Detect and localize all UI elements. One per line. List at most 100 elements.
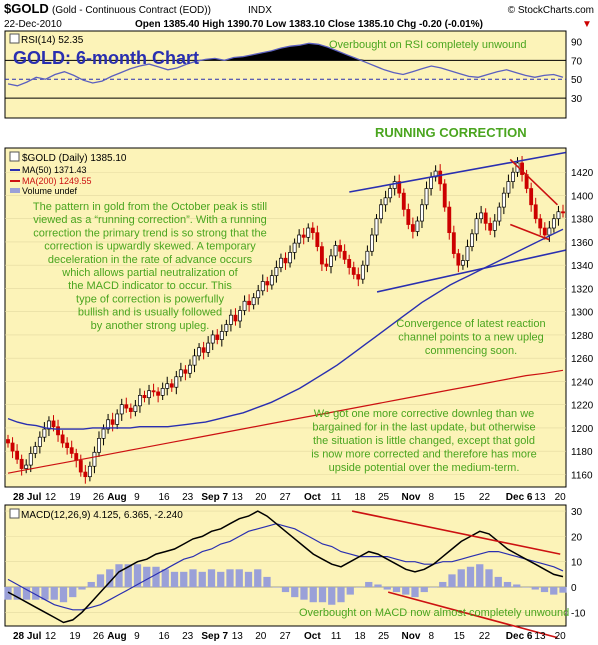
commentary-line: which allows partial neutralization of (61, 267, 238, 279)
price-candle (551, 218, 556, 229)
x-axis-label-bottom: 15 (454, 631, 466, 642)
price-candle (410, 224, 415, 232)
price-legend-gold: $GOLD (Daily) 1385.10 (22, 153, 127, 164)
price-candle (233, 314, 238, 322)
price-legend: $GOLD (Daily) 1385.10 MA(50) 1371.43 MA(… (9, 151, 127, 196)
macd-histogram-bar (124, 564, 132, 588)
macd-histogram-bar (143, 566, 151, 588)
rsi-legend-box[interactable] (9, 33, 20, 44)
price-candle (483, 212, 488, 224)
x-axis-label-top: 20 (255, 492, 267, 503)
macd-histogram-bar (402, 587, 410, 595)
x-axis-label-bottom: 11 (331, 631, 342, 642)
price-candle (274, 267, 279, 277)
price-candle (110, 419, 115, 425)
price-candle (260, 281, 265, 292)
macd-histogram-bar (180, 571, 188, 588)
x-axis-label-top: 12 (45, 492, 57, 503)
x-axis-label-top: 15 (454, 492, 466, 503)
x-axis-label-bottom: Aug (107, 631, 126, 642)
rsi-overbought-fill (8, 43, 563, 61)
commentary-line: correction is upwardly skewed. A tempora… (44, 241, 256, 253)
price-candle (351, 267, 356, 275)
rsi-legend: RSI(14) 52.35 (9, 33, 84, 46)
price-candle (492, 220, 497, 231)
price-candle (533, 204, 538, 220)
price-candle (379, 204, 383, 220)
price-candle (406, 209, 411, 225)
macd-histogram-bar (448, 574, 456, 588)
price-candle (479, 212, 484, 220)
macd-trend-lower (387, 591, 558, 639)
price-candle (156, 391, 161, 396)
macd-tick-label: 0 (571, 583, 577, 594)
price-candle (165, 383, 170, 389)
x-axis-label-top: 11 (331, 492, 342, 503)
price-tick-label: 1380 (571, 215, 594, 226)
x-axis-label-bottom: 28 Jul (13, 631, 42, 642)
macd-histogram-bar (78, 587, 86, 590)
price-candle (124, 404, 129, 409)
price-candle (438, 170, 443, 185)
price-tick-label: 1320 (571, 284, 594, 295)
ma50-line (7, 228, 564, 430)
price-candle (474, 218, 479, 235)
pattern-commentary: The pattern in gold from the October pea… (33, 201, 267, 332)
price-candle (197, 347, 201, 357)
price-tick-label: 1220 (571, 401, 594, 412)
macd-legend-box[interactable] (9, 508, 20, 519)
commentary-line: the situation is little changed, except … (313, 435, 535, 447)
price-legend-box[interactable] (9, 151, 20, 162)
channel-lower-line (376, 249, 566, 293)
x-axis-label-top: 26 (93, 492, 105, 503)
macd-histogram-bar (466, 566, 475, 588)
price-candle (397, 181, 402, 194)
macd-histogram-bar (457, 569, 465, 588)
price-tick-label: 1240 (571, 377, 594, 388)
price-candle (347, 259, 352, 268)
price-tick-label: 1160 (571, 470, 593, 481)
commentary-line: Convergence of latest reaction (396, 318, 545, 330)
rsi-line (7, 42, 564, 87)
channel-upper-line (349, 151, 566, 193)
x-axis-label-top: Dec 6 (506, 492, 533, 503)
price-candle (192, 355, 197, 366)
price-legend-ma200: MA(200) 1249.55 (22, 176, 92, 186)
price-candle (10, 442, 15, 452)
macd-histogram-bar (439, 581, 447, 588)
macd-tick-label: 30 (571, 507, 583, 518)
macd-histogram-bar (309, 587, 317, 603)
macd-signal-line (7, 523, 564, 611)
price-tick-label: 1260 (571, 354, 594, 365)
down-arrow-icon: ▼ (582, 19, 592, 30)
x-axis-label-top: 16 (159, 492, 171, 503)
symbol[interactable]: $GOLD (4, 1, 49, 16)
x-axis-label-bottom: 12 (45, 631, 57, 642)
macd-histogram-bar (226, 569, 234, 588)
price-candle (538, 218, 543, 229)
price-candle (201, 347, 206, 353)
price-candle (288, 252, 292, 264)
chart-title: GOLD: 6-month Chart (13, 48, 199, 68)
update-commentary: We got one more corrective downleg than … (311, 408, 537, 474)
macd-histogram-bar (300, 587, 308, 600)
price-candle (292, 242, 297, 253)
macd-histogram-bar (87, 581, 95, 588)
price-candle (51, 420, 56, 428)
macd-histogram-bar (189, 569, 197, 588)
price-tick-label: 1300 (571, 308, 594, 319)
price-candle (297, 234, 302, 244)
macd-line (7, 510, 564, 624)
price-tick-label: 1340 (571, 261, 594, 272)
price-candle (142, 395, 147, 399)
price-candle (329, 255, 333, 267)
price-candle (392, 181, 397, 189)
price-candle (106, 419, 111, 430)
price-candle (279, 257, 283, 268)
price-tick-label: 1280 (571, 331, 594, 342)
macd-histogram-bar (420, 587, 428, 593)
price-candle (556, 211, 561, 220)
price-candle (65, 442, 70, 449)
commentary-line: bullish and is usually followed (78, 307, 222, 319)
price-candle (269, 275, 274, 286)
